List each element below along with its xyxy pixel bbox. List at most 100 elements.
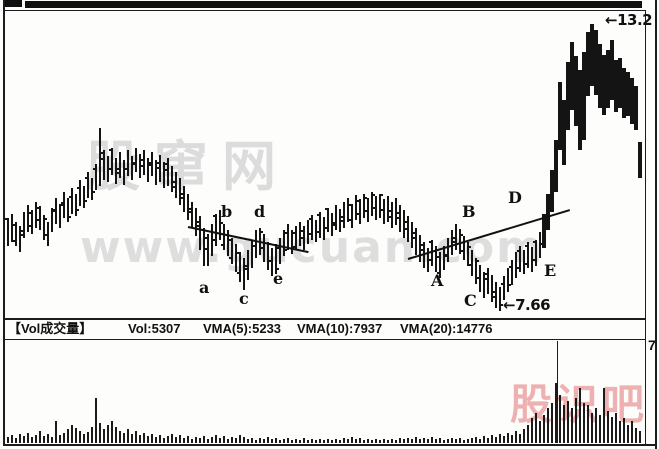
wave-label-C: C [464, 291, 477, 310]
volume-bar [323, 440, 325, 443]
volume-bar [431, 437, 433, 443]
volume-bar [555, 383, 557, 443]
volume-bar [563, 405, 565, 443]
price-bar [147, 158, 149, 182]
volume-bar [531, 418, 533, 443]
volume-bar [371, 440, 373, 443]
price-bar-tick [493, 290, 495, 293]
volume-bar [599, 415, 601, 443]
price-bar [287, 224, 289, 250]
price-bar [223, 224, 225, 250]
price-bar-tick [437, 256, 439, 259]
volume-bar [535, 413, 537, 443]
price-annotation: ←7.66 [503, 296, 551, 314]
volume-bar [615, 413, 617, 443]
volume-bar [343, 438, 345, 443]
volume-bar [311, 439, 313, 443]
price-bar-tick [13, 224, 15, 227]
price-bar-tick [397, 216, 399, 219]
frame-border-right [655, 0, 657, 449]
price-bar [347, 198, 349, 222]
volume-bar [223, 436, 225, 443]
volume-bar [139, 435, 141, 443]
volume-bar [359, 438, 361, 443]
volume-bar [571, 408, 573, 443]
price-bar-tick [157, 162, 159, 165]
volume-bar [87, 432, 89, 443]
price-bar [339, 209, 341, 232]
volume-bar [103, 429, 105, 443]
price-bar [602, 55, 606, 115]
volume-bar [239, 435, 241, 443]
price-bar-tick [133, 163, 135, 166]
price-bar-tick [373, 193, 375, 196]
volume-bar [327, 439, 329, 443]
price-bar-tick [469, 245, 471, 248]
volume-axis-label: 7 [648, 337, 656, 353]
price-bar-tick [389, 215, 391, 218]
volume-bar [567, 401, 569, 443]
volume-bar [19, 434, 21, 443]
price-bar-tick [53, 209, 55, 212]
price-bar-tick [421, 244, 423, 247]
price-bar [546, 194, 550, 230]
price-bar [638, 142, 642, 178]
price-bar [343, 202, 345, 228]
volume-bar [115, 427, 117, 443]
volume-header-bottom-border [3, 339, 646, 340]
volume-bar [91, 427, 93, 443]
price-bar-tick [285, 231, 287, 234]
volume-bar [399, 438, 401, 443]
price-bar-tick [269, 259, 271, 262]
volume-bar [295, 439, 297, 443]
price-bar-tick [429, 258, 431, 261]
volume-bar [227, 439, 229, 443]
wave-label-d: d [254, 202, 266, 221]
price-bar-tick [397, 212, 399, 215]
volume-bar [331, 440, 333, 443]
volume-bar [391, 439, 393, 443]
price-bar [523, 250, 525, 274]
price-bar-tick [293, 231, 295, 234]
volume-bar [79, 431, 81, 443]
volume-bar [307, 440, 309, 443]
price-bar [47, 222, 49, 246]
price-bar-tick [469, 263, 471, 266]
price-bar-tick [173, 186, 175, 189]
price-bar-tick [373, 206, 375, 209]
price-bar [111, 148, 113, 175]
price-bar [463, 236, 465, 260]
price-bar [79, 180, 81, 206]
price-bar [335, 205, 337, 230]
wave-label-c: c [239, 289, 249, 308]
price-bar [554, 140, 558, 192]
price-bar-tick [37, 219, 39, 222]
price-bar-tick [533, 241, 535, 244]
price-bar [407, 216, 409, 242]
price-bar [403, 210, 405, 238]
price-bar [215, 214, 217, 246]
price-bar-tick [149, 164, 151, 167]
price-bar [634, 86, 638, 130]
volume-bar [583, 403, 585, 443]
window-top-strip [25, 1, 642, 8]
price-bar-tick [453, 236, 455, 239]
price-bar-tick [501, 282, 503, 285]
price-bar [95, 164, 97, 190]
price-bar [127, 150, 129, 176]
price-bar-tick [509, 283, 511, 286]
price-bar-tick [37, 206, 39, 209]
price-bar-tick [173, 180, 175, 183]
price-bar [219, 210, 221, 240]
volume-bar [247, 439, 249, 443]
volume-bar [591, 413, 593, 443]
price-bar [542, 214, 546, 248]
price-bar-tick [349, 218, 351, 221]
price-bar [535, 240, 537, 266]
price-bar [503, 276, 505, 300]
price-bar-tick [357, 199, 359, 202]
price-bar [626, 72, 630, 116]
price-bar-tick [221, 222, 223, 225]
price-bar-tick [101, 157, 103, 160]
